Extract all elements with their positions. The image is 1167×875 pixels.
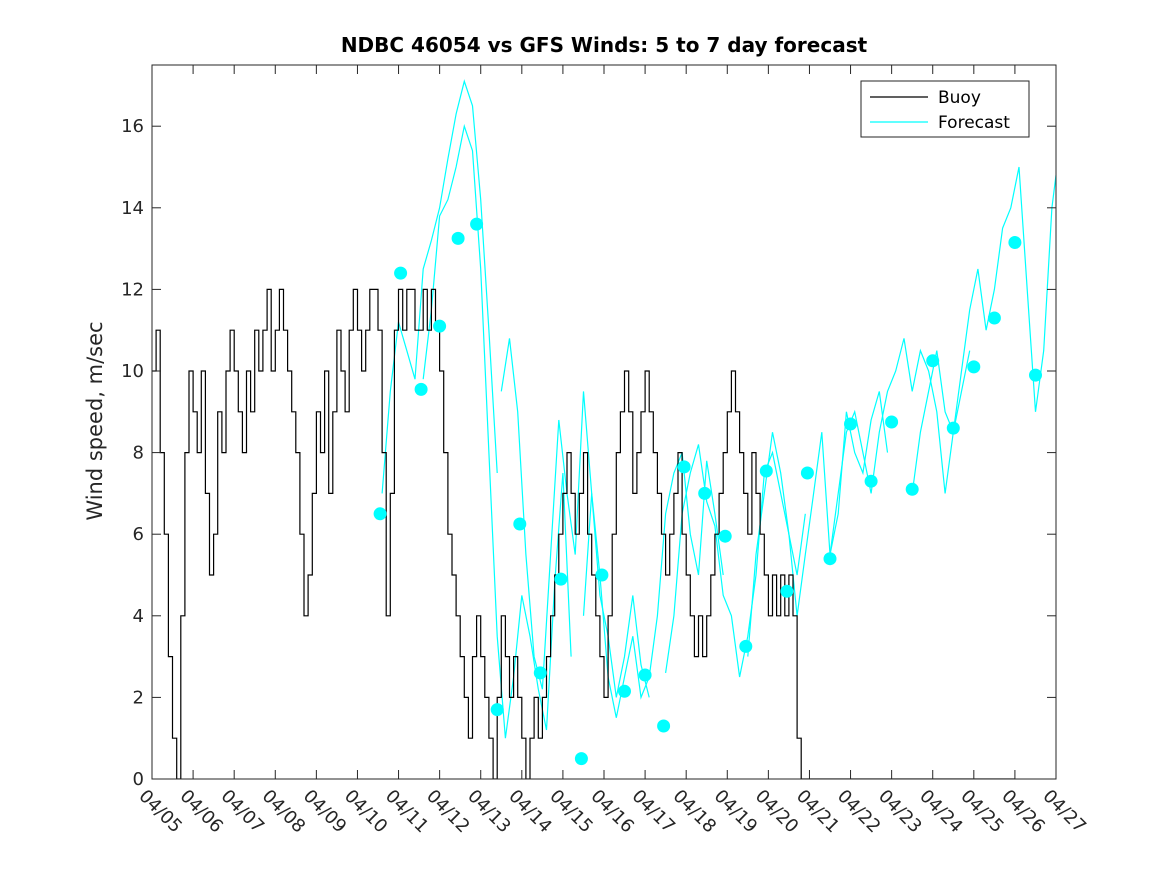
forecast-line-7 xyxy=(911,166,1056,494)
buoy-line-group xyxy=(152,288,1015,779)
y-tick-label-6: 12 xyxy=(121,279,144,300)
forecast-marker-1 xyxy=(394,266,408,280)
forecast-marker-12 xyxy=(618,684,631,698)
y-tick-label-5: 10 xyxy=(121,361,144,382)
y-axis-label: Wind speed, m/sec xyxy=(83,321,107,520)
forecast-line-6 xyxy=(829,338,971,555)
forecast-marker-2 xyxy=(414,382,428,396)
forecast-marker-5 xyxy=(470,217,484,231)
forecast-marker-30 xyxy=(987,311,1001,325)
legend-label-forecast: Forecast xyxy=(938,113,1010,133)
forecast-marker-23 xyxy=(844,417,857,431)
forecast-marker-14 xyxy=(657,719,671,733)
forecast-marker-16 xyxy=(698,486,712,500)
forecast-line-0 xyxy=(381,79,498,494)
forecast-marker-0 xyxy=(373,507,387,521)
forecast-line-4 xyxy=(665,444,806,678)
forecast-marker-24 xyxy=(864,474,878,488)
y-tick-label-2: 4 xyxy=(133,606,144,627)
forecast-marker-7 xyxy=(513,517,527,531)
forecast-marker-3 xyxy=(433,319,447,333)
y-tick-label-7: 14 xyxy=(121,198,144,219)
forecast-marker-9 xyxy=(554,572,568,586)
y-axis-ticks: 0 2 4 6 8 10 12 14 16 xyxy=(121,116,1056,790)
forecast-marker-27 xyxy=(926,354,940,368)
y-tick-label-4: 8 xyxy=(133,443,144,464)
forecast-marker-31 xyxy=(1008,236,1022,249)
forecast-marker-32 xyxy=(1029,368,1042,382)
forecast-marker-20 xyxy=(780,584,794,598)
forecast-marker-28 xyxy=(946,421,960,435)
forecast-marker-29 xyxy=(967,360,981,374)
forecast-marker-22 xyxy=(823,552,837,566)
forecast-marker-21 xyxy=(800,466,814,480)
forecast-line-3 xyxy=(582,452,724,718)
forecast-marker-17 xyxy=(718,529,732,543)
forecast-marker-15 xyxy=(677,460,691,474)
legend: Buoy Forecast xyxy=(860,80,1030,138)
y-tick-label-3: 6 xyxy=(133,524,144,545)
chart-title: NDBC 46054 vs GFS Winds: 5 to 7 day fore… xyxy=(341,33,868,57)
forecast-marker-25 xyxy=(885,415,899,429)
legend-label-buoy: Buoy xyxy=(938,88,981,108)
forecast-marker-26 xyxy=(905,482,919,496)
y-tick-label-0: 0 xyxy=(133,769,144,790)
forecast-marker-19 xyxy=(759,464,773,478)
forecast-marker-4 xyxy=(451,231,465,245)
forecast-marker-13 xyxy=(638,668,652,682)
forecast-marker-8 xyxy=(533,666,547,680)
forecast-marker-10 xyxy=(574,752,588,766)
y-tick-label-1: 2 xyxy=(133,687,144,708)
forecast-lines xyxy=(381,79,1056,739)
forecast-marker-11 xyxy=(595,568,609,582)
buoy-line xyxy=(152,288,1015,779)
y-tick-label-8: 16 xyxy=(121,116,144,137)
forecast-line-1 xyxy=(422,123,572,739)
forecast-line-5 xyxy=(747,391,889,657)
legend-box xyxy=(860,80,1030,138)
forecast-line-2 xyxy=(500,338,650,698)
forecast-marker-6 xyxy=(490,703,504,717)
forecast-markers xyxy=(373,217,1042,766)
forecast-marker-18 xyxy=(739,639,753,653)
